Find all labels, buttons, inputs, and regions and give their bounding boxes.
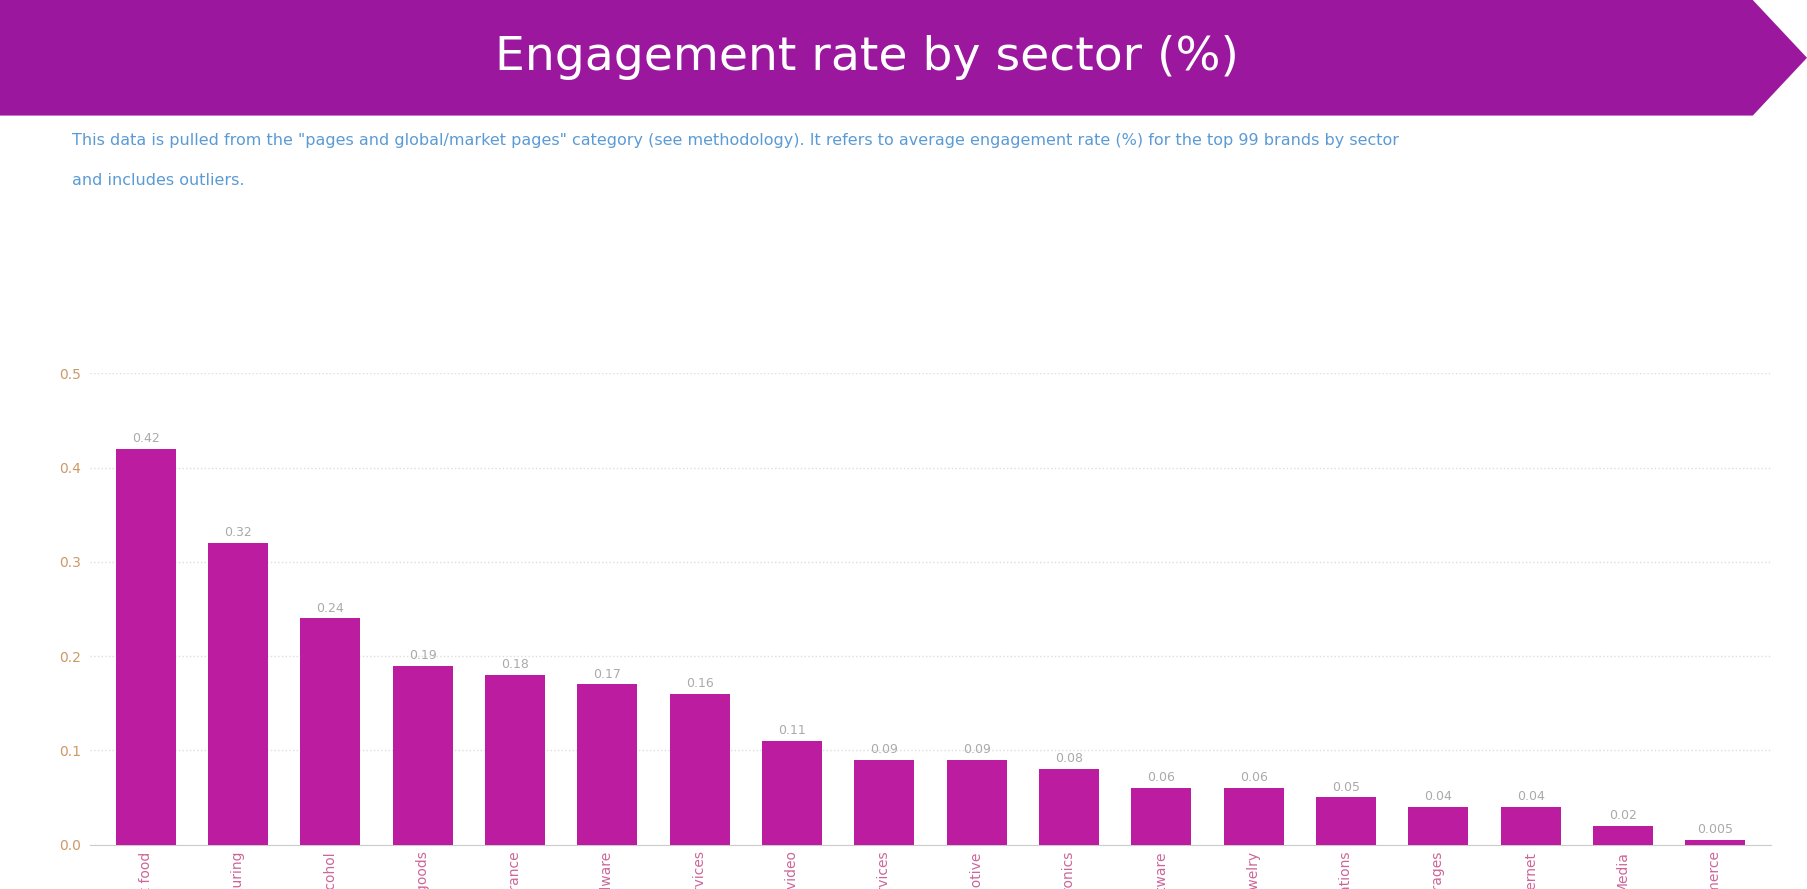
- Text: 0.06: 0.06: [1147, 772, 1175, 784]
- Bar: [855, 760, 914, 845]
- Bar: [1686, 840, 1746, 845]
- Bar: [1502, 807, 1561, 845]
- Text: 0.04: 0.04: [1424, 790, 1453, 803]
- Bar: [116, 449, 175, 845]
- Bar: [578, 685, 638, 845]
- Text: 0.06: 0.06: [1240, 772, 1269, 784]
- Bar: [763, 741, 822, 845]
- Text: 0.02: 0.02: [1610, 809, 1637, 822]
- Text: 0.09: 0.09: [871, 743, 898, 756]
- Text: 0.24: 0.24: [316, 602, 345, 614]
- Text: 0.04: 0.04: [1516, 790, 1545, 803]
- Text: 0.42: 0.42: [132, 432, 159, 445]
- Text: 0.19: 0.19: [408, 649, 437, 661]
- Text: 0.17: 0.17: [593, 668, 622, 681]
- Polygon shape: [1753, 0, 1807, 116]
- Bar: [947, 760, 1006, 845]
- Text: 0.09: 0.09: [963, 743, 990, 756]
- Bar: [1594, 826, 1653, 845]
- Text: 0.005: 0.005: [1697, 823, 1733, 836]
- Bar: [1131, 788, 1191, 845]
- Bar: [392, 666, 454, 845]
- Text: This data is pulled from the "pages and global/market pages" category (see metho: This data is pulled from the "pages and …: [72, 133, 1399, 148]
- Bar: [300, 619, 360, 845]
- Text: 0.05: 0.05: [1332, 781, 1361, 794]
- Polygon shape: [0, 0, 1807, 116]
- Text: Engagement rate by sector (%): Engagement rate by sector (%): [495, 36, 1240, 80]
- Bar: [1039, 769, 1099, 845]
- Text: and includes outliers.: and includes outliers.: [72, 173, 244, 188]
- Bar: [1315, 797, 1377, 845]
- Text: 0.32: 0.32: [224, 526, 251, 540]
- Text: 0.11: 0.11: [779, 725, 806, 737]
- Text: 0.16: 0.16: [687, 677, 714, 690]
- Text: 0.18: 0.18: [501, 658, 529, 671]
- Text: 0.08: 0.08: [1055, 752, 1082, 765]
- Bar: [208, 543, 267, 845]
- Bar: [1223, 788, 1283, 845]
- Bar: [1408, 807, 1469, 845]
- Bar: [484, 675, 546, 845]
- Bar: [670, 693, 730, 845]
